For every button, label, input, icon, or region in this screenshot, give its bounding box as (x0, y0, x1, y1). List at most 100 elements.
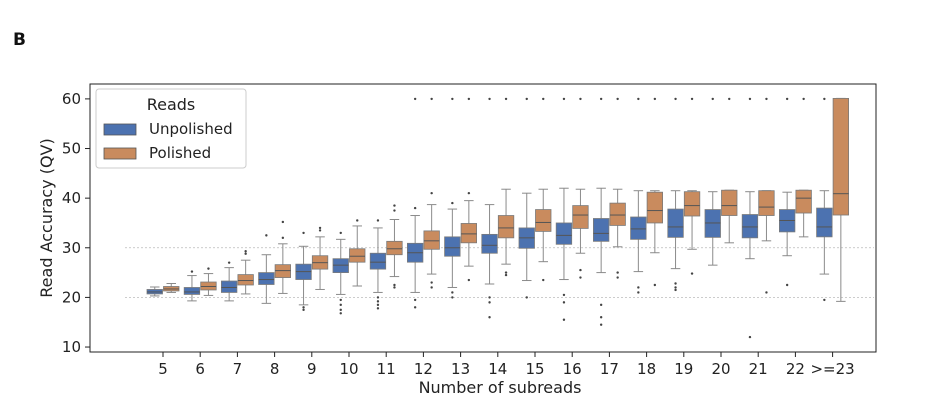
box-polished (163, 283, 180, 293)
box-body (497, 215, 515, 239)
box-unpolished (258, 234, 275, 304)
outlier-point (637, 286, 640, 289)
outlier-point (376, 307, 380, 310)
box-polished (646, 97, 663, 287)
box-body (630, 216, 647, 240)
outlier-point (504, 97, 508, 101)
panel-label: B (13, 30, 26, 50)
outlier-point (823, 298, 826, 302)
outlier-point (637, 291, 640, 294)
outlier-point (356, 219, 359, 222)
x-tick-label: 6 (195, 360, 205, 378)
outlier-point (488, 301, 491, 304)
box-unpolished (555, 97, 573, 321)
x-axis-ticks: 5 6 7 8 9 10 11 12 13 14 15 16 17 18 19 20 21 22 >=23 (158, 352, 855, 378)
outlier-point (562, 97, 566, 101)
box-unpolished (779, 97, 796, 287)
outlier-point (244, 250, 247, 253)
box-polished (572, 97, 589, 279)
outlier-point (467, 97, 471, 101)
x-tick-label: 18 (637, 360, 656, 378)
outlier-point (413, 298, 417, 302)
plot-frame (89, 83, 877, 353)
x-tick-label: 15 (525, 360, 544, 378)
outlier-point (579, 97, 582, 101)
box-body (795, 189, 812, 214)
outlier-point (430, 286, 433, 289)
box-body (593, 218, 610, 242)
box-unpolished (481, 97, 498, 319)
box-polished (795, 97, 812, 238)
y-tick-label: 40 (62, 189, 81, 207)
outlier-point (690, 272, 694, 275)
outlier-point (467, 278, 471, 282)
outlier-point (488, 316, 491, 319)
box-body (721, 189, 738, 216)
box-body (535, 209, 552, 232)
outlier-point (339, 231, 342, 235)
outlier-point (674, 97, 677, 101)
box-unpolished (406, 97, 424, 309)
outlier-point (393, 209, 396, 212)
outlier-point (430, 97, 433, 101)
outlier-point (765, 97, 768, 101)
box-body (349, 248, 366, 263)
box-polished (832, 97, 849, 302)
y-tick-label: 60 (62, 90, 81, 108)
box-unpolished (518, 97, 535, 299)
outlier-point (823, 97, 826, 101)
outlier-point (711, 97, 714, 101)
box-body (444, 236, 461, 257)
outlier-point (281, 220, 285, 224)
outlier-point (393, 286, 396, 289)
legend: Reads Unpolished Polished (95, 88, 247, 169)
x-tick-label: 10 (339, 360, 358, 378)
box-polished (237, 250, 254, 295)
outlier-point (339, 312, 342, 315)
box-body (609, 202, 626, 226)
box-group (146, 97, 849, 339)
outlier-point (562, 318, 566, 321)
box-polished (535, 97, 552, 282)
outlier-point (451, 201, 454, 205)
outlier-point (765, 291, 768, 294)
box-body (832, 97, 849, 216)
outlier-point (281, 236, 285, 240)
x-tick-label: 16 (563, 360, 582, 378)
box-unpolished (220, 261, 238, 302)
outlier-point (579, 276, 582, 279)
box-unpolished (704, 97, 721, 266)
outlier-point (504, 273, 508, 277)
box-body (816, 207, 833, 238)
box-unpolished (332, 231, 349, 315)
box-body (683, 191, 701, 217)
box-polished (609, 97, 626, 279)
box-polished (721, 97, 738, 244)
box-body (460, 223, 478, 244)
x-tick-label: 12 (414, 360, 433, 378)
reference-lines (125, 247, 874, 298)
outlier-point (318, 229, 322, 232)
outlier-point (616, 271, 619, 274)
x-tick-label: 17 (600, 360, 619, 378)
outlier-point (690, 97, 694, 101)
outlier-point (451, 97, 454, 101)
outlier-point (393, 283, 396, 287)
outlier-point (637, 97, 640, 101)
outlier-point (674, 288, 677, 292)
y-axis-label: Read Accuracy (QV) (37, 138, 56, 297)
box-body (423, 230, 440, 250)
box-body (481, 233, 498, 254)
legend-swatch-unpolished (103, 123, 137, 136)
outlier-point (674, 286, 677, 289)
box-unpolished (630, 97, 647, 294)
outlier-point (785, 97, 789, 101)
outlier-point (542, 278, 545, 282)
legend-swatch-polished (103, 147, 137, 160)
outlier-point (562, 293, 566, 297)
box-polished (497, 97, 515, 277)
outlier-point (579, 268, 582, 272)
outlier-point (599, 323, 603, 326)
box-body (758, 190, 775, 216)
box-body (646, 191, 663, 224)
